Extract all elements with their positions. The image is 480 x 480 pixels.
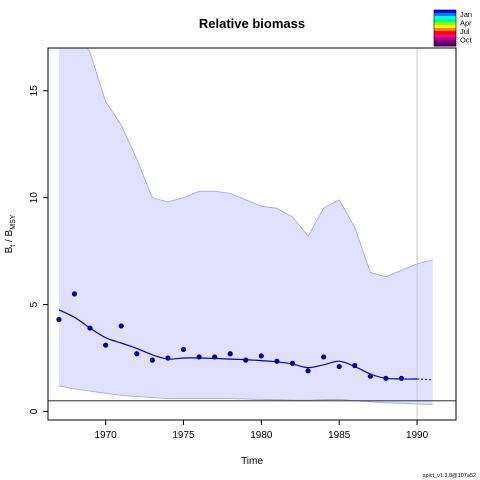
observation-point [180,346,187,353]
confidence-band [58,48,433,405]
y-label-base: B [4,246,15,253]
legend-color-band [434,16,456,20]
x-tick-label: 1970 [94,430,117,441]
y-label-sub-t: t [10,245,17,247]
legend-color-band [434,22,456,26]
legend-color-band [434,25,456,29]
y-tick-label: 10 [29,192,40,204]
legend-color-band [434,19,456,23]
band-lower-edge [58,385,433,405]
plot-inner [48,48,456,420]
legend-color-band [434,40,456,44]
y-tick-label: 0 [29,408,40,414]
plot-area: 1970 1975 1980 1985 1990 0 5 10 15 [29,47,457,441]
x-tick-label: 1985 [328,430,351,441]
observation-point [56,316,62,323]
observation-point [305,368,311,374]
legend-color-band [434,28,456,32]
observation-point [352,362,358,369]
observation-point [367,373,373,379]
legend-color-band [434,31,456,35]
observation-point [398,375,405,381]
x-tick-label: 1975 [172,430,195,441]
y-label-sub-msy: MSY [10,214,17,230]
legend-label: Jan [460,10,472,19]
chart-title: Relative biomass [199,16,305,31]
band-upper-edge [86,48,433,278]
legend-label: Jul [460,27,470,36]
observation-point [134,351,140,357]
y-axis-label: Bt / BMSY [4,214,17,253]
x-tick-label: 1980 [250,430,273,441]
observation-point [165,355,171,361]
legend-label: Apr [460,19,472,28]
observation-point [289,360,296,366]
x-tick-label: 1990 [406,430,429,441]
y-tick-label: 15 [29,85,40,97]
legend-color-band [434,37,456,41]
legend-color-band [434,10,456,14]
observation-point [71,291,78,297]
observation-point [87,325,93,331]
footer-version: spict_v1.3.8@107a52 [423,473,476,479]
legend-label: Oct [460,36,473,45]
observation-point [227,351,233,357]
y-tick-label: 5 [29,301,40,307]
observation-point [243,357,249,363]
observation-point [336,363,342,370]
observation-point [258,353,264,359]
legend-color-band [434,13,456,17]
observation-point [118,323,124,329]
legend-color-band [434,43,456,47]
plot-frame [47,47,457,421]
y-label-slash: / [4,236,15,244]
observation-point [274,358,280,364]
observation-point [149,357,155,363]
observation-point [196,354,202,360]
observation-point [383,375,389,381]
observation-point [321,354,327,360]
biomass-forecast-line [417,378,433,381]
y-label-base2: B [4,229,15,236]
legend-color-band [434,34,456,38]
legend-frame [433,9,457,47]
x-axis-label: Time [241,456,263,467]
observation-point [103,342,109,348]
observation-point [212,354,218,360]
